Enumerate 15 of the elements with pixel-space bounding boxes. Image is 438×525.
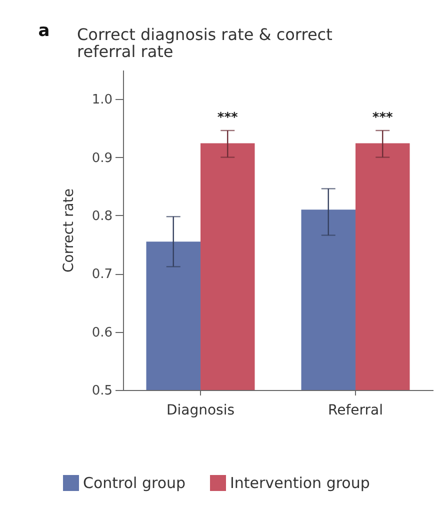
chart-title: Correct diagnosis rate & correct referral rate [77, 25, 332, 61]
y-tick-label: 0.5 [92, 384, 112, 398]
text: a [38, 21, 50, 41]
x-tick-label: Diagnosis [166, 402, 235, 418]
annotation: *** [372, 110, 394, 126]
annotation: *** [217, 110, 238, 126]
x-tick-label: Referral [328, 402, 383, 418]
y-tick-label: 0.9 [92, 150, 112, 166]
legend-label: Intervention group [230, 474, 370, 492]
legend-label: Control group [83, 474, 186, 492]
y-tick-label: 0.7 [92, 267, 112, 282]
y-axis-title: Correct rate [60, 188, 77, 272]
y-tick-label: 0.8 [92, 208, 112, 224]
y-tick-label: 0.6 [92, 325, 112, 340]
y-tick-label: 1.0 [92, 92, 112, 108]
